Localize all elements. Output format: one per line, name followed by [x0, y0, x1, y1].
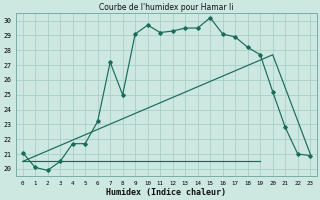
X-axis label: Humidex (Indice chaleur): Humidex (Indice chaleur) — [107, 188, 227, 197]
Title: Courbe de l'humidex pour Hamar Ii: Courbe de l'humidex pour Hamar Ii — [99, 3, 234, 12]
